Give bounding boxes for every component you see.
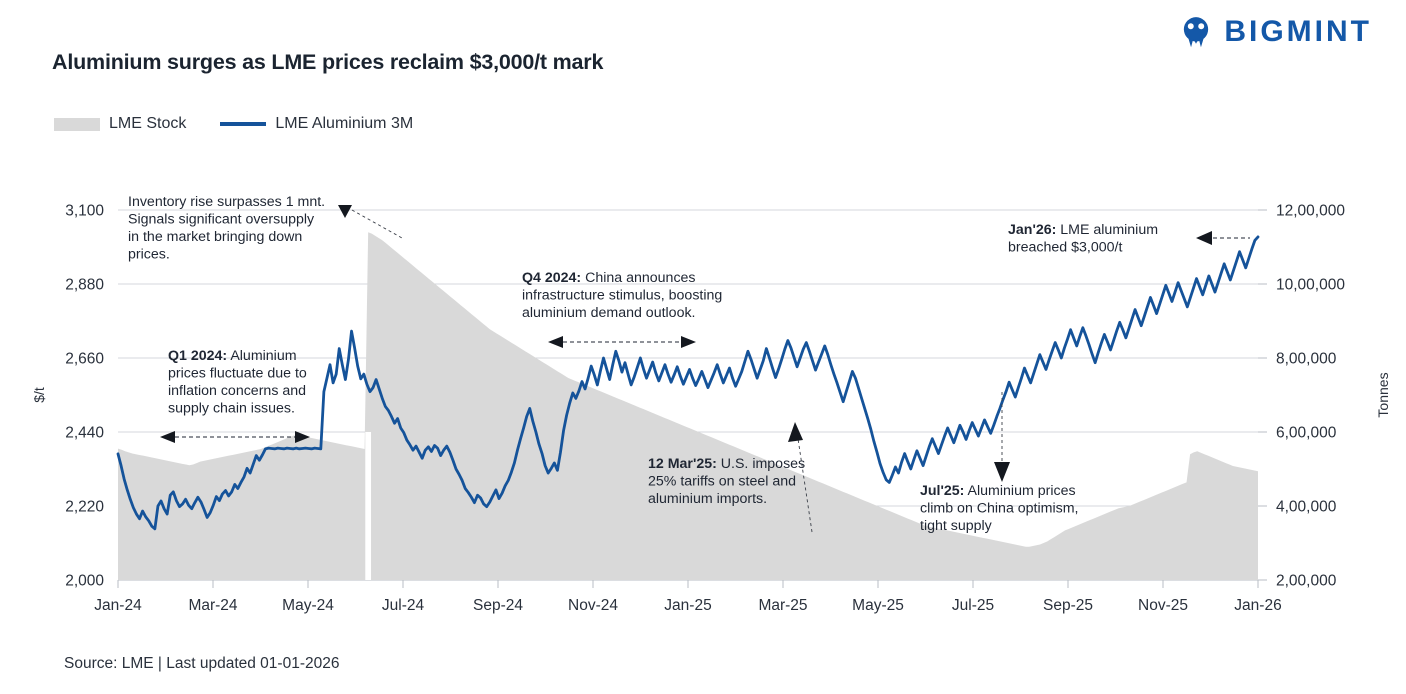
x-axis-tick-label: Jan-24 — [94, 597, 142, 614]
legend-swatch-area-icon — [54, 117, 100, 131]
y-axis-tick-label: 2,000 — [65, 573, 104, 590]
annotation-line: climb on China optimism, — [920, 501, 1078, 517]
y-axis-tick-label: 2,660 — [65, 351, 104, 368]
annotation-arrowhead-left-q1 — [160, 431, 175, 443]
y2-axis-tick-label: 12,00,000 — [1276, 203, 1345, 220]
annotation-arrowhead-jan26 — [1196, 231, 1212, 245]
annotation-line: 12 Mar'25: U.S. imposes — [648, 456, 805, 472]
annotation-line: inflation concerns and — [168, 383, 306, 399]
annotation-arrowhead-tariffs — [788, 422, 803, 442]
legend-swatch-line-icon — [220, 122, 267, 126]
annotation-line: Jan'26: LME aluminium — [1008, 222, 1158, 238]
x-axis-tick-label: Sep-24 — [473, 597, 523, 614]
annotation-line: Inventory rise surpasses 1 mnt. — [128, 194, 325, 210]
annotation-jul-2025-climb: Jul'25: Aluminium prices climb on China o… — [920, 483, 1078, 534]
chart-area: 2,000 2,220 2,440 2,660 2,880 3,100 2,00,000 4,… — [0, 160, 1406, 630]
y2-axis-tick-label: 6,00,000 — [1276, 425, 1337, 442]
annotation-line: tight supply — [920, 518, 993, 534]
y2-axis-tick-label: 10,00,000 — [1276, 277, 1345, 294]
legend-label-lme-stock: LME Stock — [109, 115, 187, 132]
stock-data-gap — [365, 432, 372, 580]
y-axis-tick-label: 3,100 — [65, 203, 104, 220]
annotation-marker-down-triangle — [338, 205, 352, 218]
legend-item-lme-stock[interactable]: LME Stock — [54, 115, 186, 133]
x-axis-tick-label: Jul-25 — [952, 597, 994, 614]
annotation-line: breached $3,000/t — [1008, 240, 1122, 256]
series-area-lme-stock — [118, 232, 1258, 580]
x-axis-tick-label: Mar-25 — [758, 597, 807, 614]
annotation-q1-2024: Q1 2024: Aluminium prices fluctuate due t… — [168, 348, 307, 417]
x-axis-tick-label: Nov-25 — [1138, 597, 1188, 614]
legend-item-lme-aluminium-3m[interactable]: LME Aluminium 3M — [220, 115, 413, 133]
annotation-jan-2026-breach: Jan'26: LME aluminium breached $3,000/t — [1008, 222, 1158, 256]
chart-legend: LME Stock LME Aluminium 3M — [54, 115, 413, 133]
annotation-line: Jul'25: Aluminium prices — [920, 483, 1076, 499]
annotation-line: Q1 2024: Aluminium — [168, 348, 297, 364]
annotation-line: prices fluctuate due to — [168, 366, 307, 382]
series-line-lme-aluminium-3m — [116, 235, 1260, 531]
bigmint-mark-icon — [1184, 17, 1209, 48]
y-axis-tick-label: 2,440 — [65, 425, 104, 442]
x-axis-tick-label: May-24 — [282, 597, 334, 614]
y2-axis-tick-label: 2,00,000 — [1276, 573, 1337, 590]
x-axis-tick-label: Mar-24 — [188, 597, 237, 614]
annotation-line: infrastructure stimulus, boosting — [522, 288, 722, 304]
brand-name: BIGMINT — [1224, 15, 1372, 48]
brand-logo: BIGMINT — [1178, 14, 1372, 50]
y2-axis-title: Tonnes — [1375, 372, 1391, 417]
annotation-line: in the market bringing down — [128, 229, 302, 245]
y-axis-tick-label: 2,880 — [65, 277, 104, 294]
annotation-arrowhead-right-q4 — [681, 336, 696, 348]
y-axis-tick-label: 2,220 — [65, 499, 104, 516]
annotation-line: 25% tariffs on steel and — [648, 474, 796, 490]
annotation-arrowhead-right-q1 — [295, 431, 310, 443]
x-axis-tick-label: Nov-24 — [568, 597, 618, 614]
annotation-line: prices. — [128, 247, 170, 263]
legend-label-lme-aluminium-3m: LME Aluminium 3M — [275, 115, 414, 132]
y2-axis-tick-label: 4,00,000 — [1276, 499, 1337, 516]
annotation-inventory-rise: Inventory rise surpasses 1 mnt. Signals s… — [128, 194, 325, 263]
x-axis-tick-label: Jul-24 — [382, 597, 425, 614]
annotation-line: aluminium imports. — [648, 491, 767, 507]
annotation-line: aluminium demand outlook. — [522, 305, 696, 321]
x-axis-tick-label: Jan-26 — [1234, 597, 1281, 614]
annotation-line: Signals significant oversupply — [128, 212, 315, 228]
annotation-line: supply chain issues. — [168, 401, 295, 417]
y2-axis-tick-label: 8,00,000 — [1276, 351, 1337, 368]
page-title: Aluminium surges as LME prices reclaim $… — [52, 50, 604, 74]
source-note: Source: LME | Last updated 01-01-2026 — [64, 655, 340, 672]
x-axis-tick-label: Sep-25 — [1043, 597, 1093, 614]
annotation-q4-2024: Q4 2024: China announces infrastructure s… — [522, 270, 722, 321]
x-axis-tick-label: Jan-25 — [664, 597, 711, 614]
y-axis-title: $/t — [31, 387, 47, 403]
annotation-leader-tariffs — [796, 431, 813, 533]
chart-svg: 2,000 2,220 2,440 2,660 2,880 3,100 2,00,000 4,… — [31, 194, 1391, 614]
annotation-arrowhead-jul25 — [994, 462, 1010, 482]
annotation-mar-2025-tariffs: 12 Mar'25: U.S. imposes 25% tariffs on st… — [648, 456, 805, 507]
x-axis-tick-label: May-25 — [852, 597, 904, 614]
annotation-line: Q4 2024: China announces — [522, 270, 696, 286]
annotation-arrowhead-left-q4 — [548, 336, 563, 348]
annotation-leader-inventory — [351, 209, 403, 239]
